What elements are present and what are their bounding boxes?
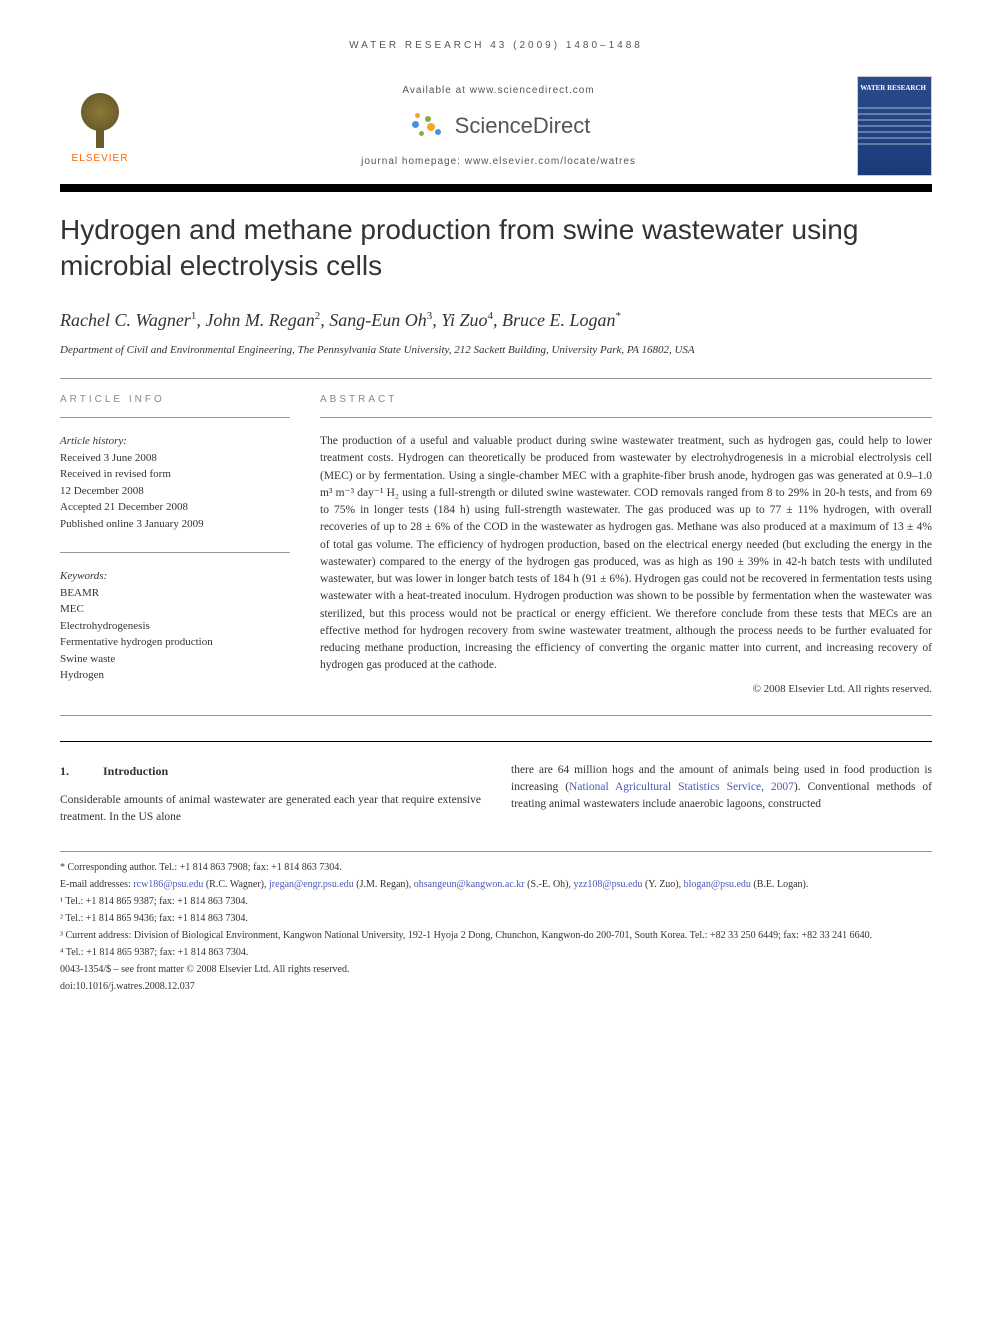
- abstract-label: ABSTRACT: [320, 394, 932, 405]
- history-line: Received 3 June 2008: [60, 450, 290, 467]
- intro-text-col2: there are 64 million hogs and the amount…: [511, 762, 932, 814]
- section-heading-row: 1. Introduction: [60, 762, 481, 780]
- info-abstract-row: ARTICLE INFO Article history: Received 3…: [60, 394, 932, 695]
- email-link[interactable]: jregan@engr.psu.edu: [269, 879, 354, 890]
- citation-link[interactable]: National Agricultural Statistics Service…: [569, 781, 794, 793]
- email-link[interactable]: blogan@psu.edu: [684, 879, 751, 890]
- center-branding: Available at www.sciencedirect.com Scien…: [140, 85, 857, 167]
- journal-cover: WATER RESEARCH: [857, 76, 932, 176]
- article-info-label: ARTICLE INFO: [60, 394, 290, 405]
- keywords-block: Keywords: BEAMRMECElectrohydrogenesisFer…: [60, 568, 290, 684]
- history-label: Article history:: [60, 433, 290, 450]
- elsevier-label: ELSEVIER: [72, 153, 129, 164]
- history-line: Published online 3 January 2009: [60, 516, 290, 533]
- journal-cover-title: WATER RESEARCH: [860, 85, 926, 93]
- footnotes: * Corresponding author. Tel.: +1 814 863…: [60, 851, 932, 994]
- author: Yi Zuo4: [441, 310, 493, 330]
- keyword: Fermentative hydrogen production: [60, 634, 290, 651]
- top-banner: ELSEVIER Available at www.sciencedirect.…: [60, 76, 932, 176]
- author: John M. Regan2: [205, 310, 320, 330]
- footnote-line: ¹ Tel.: +1 814 865 9387; fax: +1 814 863…: [60, 894, 932, 909]
- body-columns: 1. Introduction Considerable amounts of …: [60, 762, 932, 827]
- author: Rachel C. Wagner1: [60, 310, 196, 330]
- body-col-right: there are 64 million hogs and the amount…: [511, 762, 932, 827]
- email-addresses: E-mail addresses: rcw186@psu.edu (R.C. W…: [60, 877, 932, 892]
- footnote-line: ² Tel.: +1 814 865 9436; fax: +1 814 863…: [60, 911, 932, 926]
- corresponding-author: * Corresponding author. Tel.: +1 814 863…: [60, 860, 932, 875]
- sciencedirect-dots-icon: [407, 111, 447, 141]
- history-line: Accepted 21 December 2008: [60, 499, 290, 516]
- keyword: Hydrogen: [60, 667, 290, 684]
- sd-dot-icon: [415, 113, 420, 118]
- abstract-text: The production of a useful and valuable …: [320, 433, 932, 675]
- keywords-label: Keywords:: [60, 568, 290, 585]
- history-line: 12 December 2008: [60, 483, 290, 500]
- email-link[interactable]: yzz108@psu.edu: [574, 879, 643, 890]
- keyword: Electrohydrogenesis: [60, 618, 290, 635]
- sd-dot-icon: [427, 123, 435, 131]
- footnote-line: ⁴ Tel.: +1 814 865 9387; fax: +1 814 863…: [60, 945, 932, 960]
- section-heading: Introduction: [103, 764, 168, 778]
- article-info-column: ARTICLE INFO Article history: Received 3…: [60, 394, 290, 695]
- article-title: Hydrogen and methane production from swi…: [60, 212, 932, 285]
- divider-thick: [60, 741, 932, 742]
- affiliation: Department of Civil and Environmental En…: [60, 343, 932, 358]
- article-history: Article history: Received 3 June 2008Rec…: [60, 433, 290, 532]
- sciencedirect-logo: ScienceDirect: [140, 111, 857, 141]
- authors-list: Rachel C. Wagner1, John M. Regan2, Sang-…: [60, 310, 932, 331]
- divider: [60, 552, 290, 553]
- sciencedirect-label: ScienceDirect: [455, 113, 591, 139]
- divider: [60, 715, 932, 716]
- front-matter: 0043-1354/$ – see front matter © 2008 El…: [60, 962, 932, 977]
- abstract-column: ABSTRACT The production of a useful and …: [320, 394, 932, 695]
- sd-dot-icon: [412, 121, 419, 128]
- journal-homepage: journal homepage: www.elsevier.com/locat…: [140, 156, 857, 167]
- divider: [320, 417, 932, 418]
- running-header: WATER RESEARCH 43 (2009) 1480–1488: [60, 40, 932, 51]
- intro-text-col1: Considerable amounts of animal wastewate…: [60, 792, 481, 827]
- email-link[interactable]: ohsangeun@kangwon.ac.kr: [414, 879, 525, 890]
- keyword: Swine waste: [60, 651, 290, 668]
- keyword: BEAMR: [60, 585, 290, 602]
- history-line: Received in revised form: [60, 466, 290, 483]
- sd-dot-icon: [425, 116, 431, 122]
- elsevier-tree-icon: [70, 88, 130, 148]
- divider: [60, 378, 932, 379]
- author: Bruce E. Logan*: [502, 310, 621, 330]
- footnote-line: ³ Current address: Division of Biologica…: [60, 928, 932, 943]
- sd-dot-icon: [419, 131, 424, 136]
- elsevier-logo: ELSEVIER: [60, 81, 140, 171]
- journal-cover-wave-icon: [858, 107, 931, 147]
- divider-bar: [60, 184, 932, 192]
- email-label: E-mail addresses:: [60, 879, 133, 890]
- keyword: MEC: [60, 601, 290, 618]
- abstract-copyright: © 2008 Elsevier Ltd. All rights reserved…: [320, 683, 932, 695]
- divider: [60, 417, 290, 418]
- sd-dot-icon: [435, 129, 441, 135]
- available-text: Available at www.sciencedirect.com: [140, 85, 857, 96]
- doi: doi:10.1016/j.watres.2008.12.037: [60, 979, 932, 994]
- author: Sang-Eun Oh3: [329, 310, 432, 330]
- email-link[interactable]: rcw186@psu.edu: [133, 879, 203, 890]
- section-number: 1.: [60, 764, 69, 778]
- body-col-left: 1. Introduction Considerable amounts of …: [60, 762, 481, 827]
